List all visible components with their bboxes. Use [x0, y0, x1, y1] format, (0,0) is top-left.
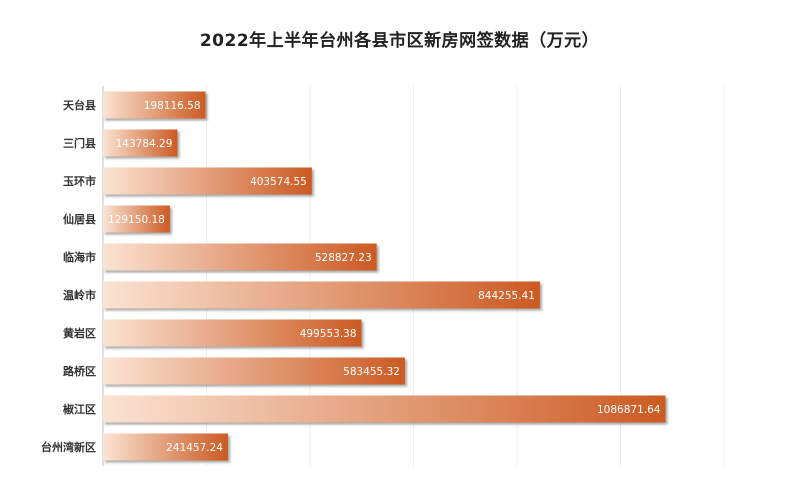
category-label: 天台县 [63, 98, 96, 112]
bar [103, 129, 178, 157]
value-label: 143784.29 [116, 138, 173, 150]
category-label: 玉环市 [63, 174, 96, 188]
bar [103, 167, 312, 195]
value-label: 241457.24 [166, 442, 223, 454]
labels: 天台县 198116.58 三门县 143784.29 玉环市 403574.55 仙居县 1… [41, 98, 661, 454]
category-label: 温岭市 [63, 288, 96, 302]
value-label: 198116.58 [144, 100, 201, 112]
bar [103, 205, 170, 233]
value-label: 1086871.64 [597, 404, 661, 416]
category-label: 黄岩区 [63, 326, 96, 340]
category-label: 三门县 [63, 136, 96, 150]
category-label: 路桥区 [63, 364, 96, 378]
bar [103, 433, 228, 461]
value-label: 403574.55 [250, 176, 307, 188]
category-label: 台州湾新区 [41, 440, 96, 454]
bar [103, 395, 666, 423]
bar [103, 281, 540, 309]
value-label: 844255.41 [478, 290, 535, 302]
category-label: 临海市 [63, 250, 96, 264]
value-label: 129150.18 [108, 214, 165, 226]
chart-title: 2022年上半年台州各县市区新房网签数据（万元） [199, 31, 600, 51]
value-label: 499553.38 [300, 328, 357, 340]
category-label: 椒江区 [63, 402, 96, 416]
bar [103, 243, 377, 271]
bar [103, 319, 362, 347]
value-label: 528827.23 [315, 252, 372, 264]
bars [103, 91, 666, 461]
category-label: 仙居县 [63, 212, 96, 226]
bar [103, 91, 206, 119]
bar [103, 357, 405, 385]
value-label: 583455.32 [343, 366, 400, 378]
